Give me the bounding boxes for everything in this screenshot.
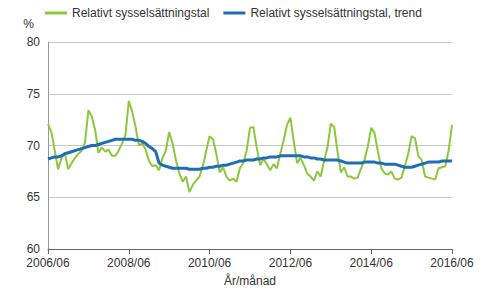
svg-text:75: 75: [27, 87, 41, 101]
svg-text:2012/06: 2012/06: [269, 256, 313, 270]
svg-text:%: %: [23, 17, 34, 31]
svg-text:80: 80: [27, 35, 41, 49]
svg-text:År/månad: År/månad: [224, 273, 276, 288]
svg-text:2014/06: 2014/06: [350, 256, 394, 270]
svg-text:70: 70: [27, 139, 41, 153]
svg-text:2016/06: 2016/06: [430, 256, 474, 270]
svg-text:65: 65: [27, 190, 41, 204]
svg-text:2008/06: 2008/06: [107, 256, 151, 270]
svg-text:Relativt sysselsättningstal: Relativt sysselsättningstal: [72, 6, 209, 20]
svg-text:2010/06: 2010/06: [188, 256, 232, 270]
svg-text:2006/06: 2006/06: [26, 256, 70, 270]
svg-text:Relativt sysselsättningstal, t: Relativt sysselsättningstal, trend: [250, 6, 421, 20]
svg-text:60: 60: [27, 242, 41, 256]
